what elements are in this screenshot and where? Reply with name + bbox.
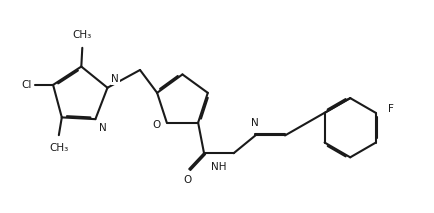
Text: Cl: Cl: [21, 80, 31, 90]
Text: O: O: [183, 175, 191, 185]
Text: N: N: [99, 123, 107, 133]
Text: O: O: [153, 120, 161, 130]
Text: NH: NH: [211, 162, 227, 172]
Text: N: N: [112, 74, 119, 84]
Text: CH₃: CH₃: [72, 30, 92, 40]
Text: N: N: [251, 118, 259, 128]
Text: F: F: [388, 104, 394, 114]
Text: CH₃: CH₃: [49, 143, 69, 153]
